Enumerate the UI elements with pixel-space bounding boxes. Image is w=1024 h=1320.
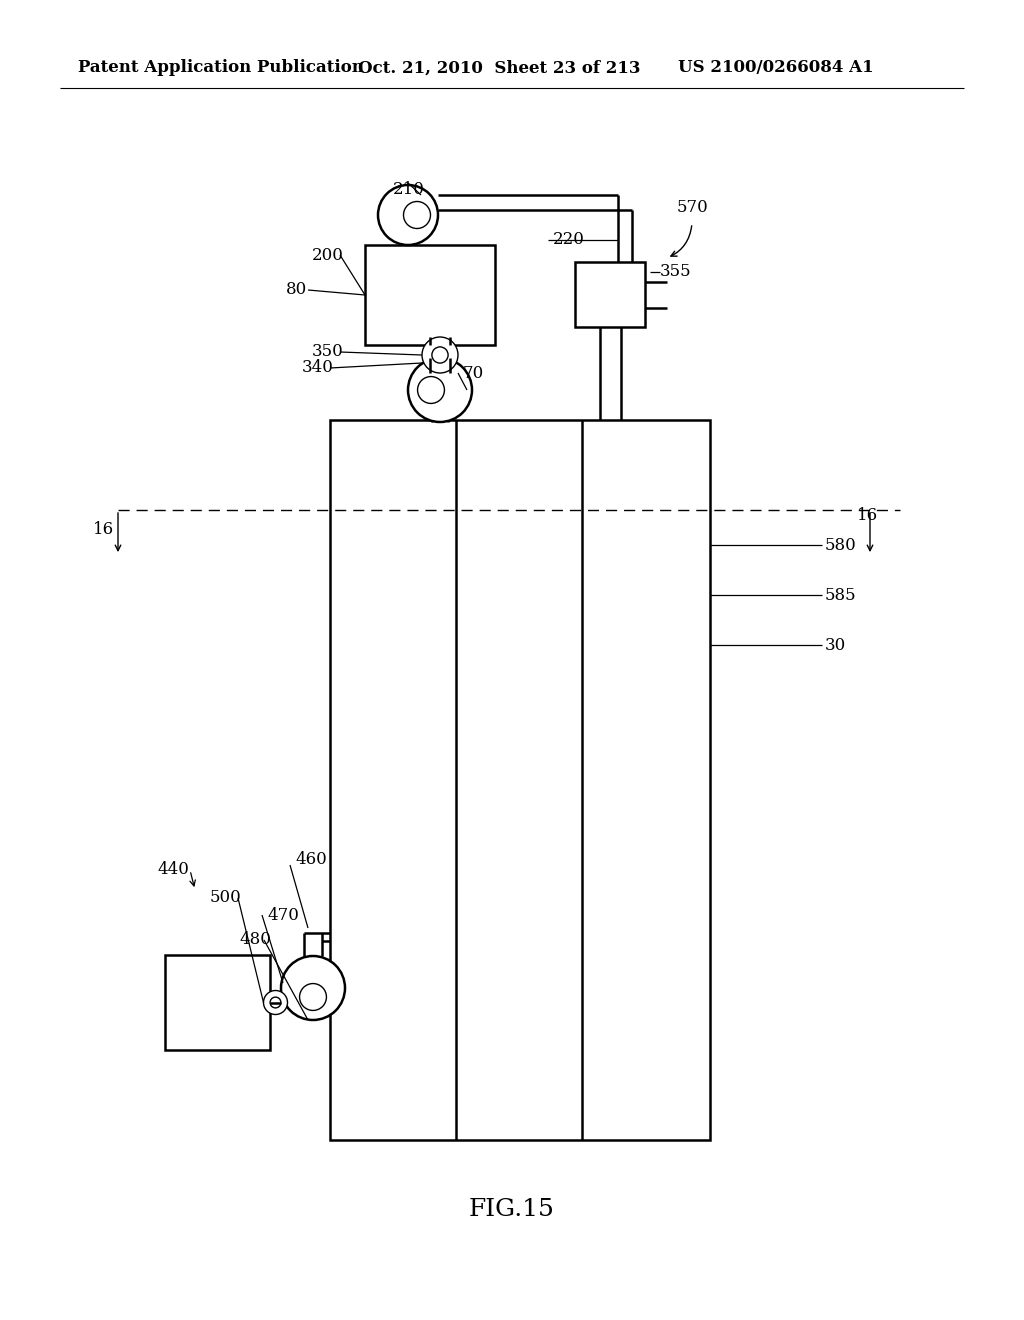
- Circle shape: [403, 202, 430, 228]
- Circle shape: [270, 997, 281, 1008]
- Text: 200: 200: [312, 247, 344, 264]
- Circle shape: [418, 376, 444, 404]
- Text: FIG.15: FIG.15: [469, 1199, 555, 1221]
- Text: 210: 210: [393, 181, 425, 198]
- Text: 340: 340: [302, 359, 334, 376]
- Bar: [330, 420, 710, 1140]
- Circle shape: [378, 185, 438, 246]
- Text: 350: 350: [312, 343, 344, 360]
- Text: 80: 80: [286, 281, 307, 298]
- Text: 585: 585: [825, 586, 857, 603]
- Text: 480: 480: [239, 932, 271, 949]
- Text: 16: 16: [857, 507, 879, 524]
- Bar: [365, 246, 495, 345]
- Text: Oct. 21, 2010  Sheet 23 of 213: Oct. 21, 2010 Sheet 23 of 213: [358, 59, 640, 77]
- Text: 440: 440: [157, 862, 188, 879]
- Bar: [165, 954, 270, 1049]
- Circle shape: [281, 956, 345, 1020]
- Circle shape: [432, 347, 449, 363]
- Text: 460: 460: [295, 851, 327, 869]
- Text: 580: 580: [825, 536, 857, 553]
- Text: 570: 570: [677, 199, 709, 216]
- Circle shape: [263, 990, 288, 1015]
- Text: 355: 355: [660, 264, 691, 281]
- Text: Patent Application Publication: Patent Application Publication: [78, 59, 364, 77]
- Circle shape: [422, 337, 458, 374]
- Text: 30: 30: [825, 636, 846, 653]
- Circle shape: [408, 358, 472, 422]
- Text: 500: 500: [210, 890, 242, 907]
- Text: 220: 220: [553, 231, 585, 248]
- Text: US 2100/0266084 A1: US 2100/0266084 A1: [678, 59, 873, 77]
- Text: 470: 470: [267, 907, 299, 924]
- Circle shape: [300, 983, 327, 1010]
- Text: 16: 16: [93, 521, 114, 539]
- Text: 70: 70: [463, 364, 484, 381]
- Bar: [575, 261, 645, 327]
